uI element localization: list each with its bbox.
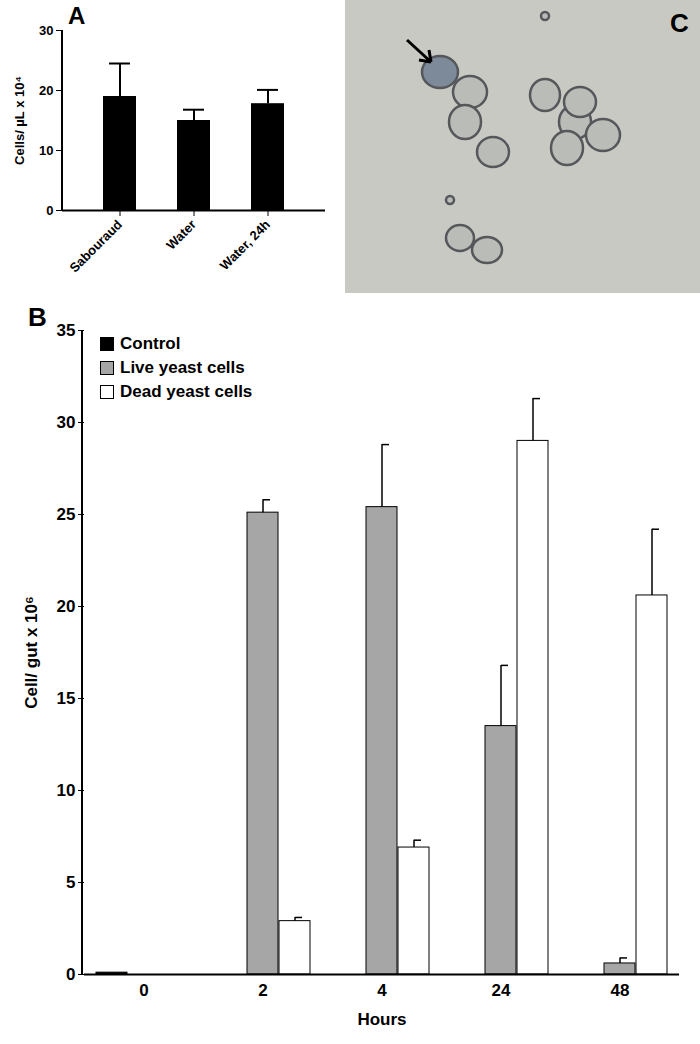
svg-text:2: 2 [258,981,267,1000]
svg-text:15: 15 [57,689,76,708]
svg-text:24: 24 [492,981,511,1000]
svg-text:Sabouraud: Sabouraud [66,217,125,276]
svg-text:Water, 24h: Water, 24h [217,217,273,273]
svg-text:Cells/ µL x 10⁴: Cells/ µL x 10⁴ [12,76,27,165]
svg-text:30: 30 [57,413,76,432]
svg-text:20: 20 [39,83,53,98]
html-text:B: B [28,302,47,332]
svg-text:48: 48 [611,981,630,1000]
svg-text:30: 30 [39,23,53,38]
html-text:A: A [68,2,86,29]
svg-text:25: 25 [57,505,76,524]
html-text:Dead yeast cells: Dead yeast cells [120,382,253,401]
svg-text:0: 0 [139,981,148,1000]
html-text:Live yeast cells: Live yeast cells [120,358,245,377]
svg-text:10: 10 [39,143,53,158]
svg-text:0: 0 [46,203,53,218]
svg-text:Hours: Hours [357,1010,406,1029]
svg-text:35: 35 [57,321,76,340]
svg-text:4: 4 [377,981,387,1000]
svg-text:10: 10 [57,781,76,800]
svg-text:5: 5 [66,873,75,892]
html-text:Control: Control [120,334,181,353]
svg-text:Cell/ gut x 10⁶: Cell/ gut x 10⁶ [22,596,41,709]
svg-text:20: 20 [57,597,76,616]
svg-text:Water: Water [163,217,199,253]
svg-text:0: 0 [66,965,75,984]
svg-text:C: C [670,8,689,38]
